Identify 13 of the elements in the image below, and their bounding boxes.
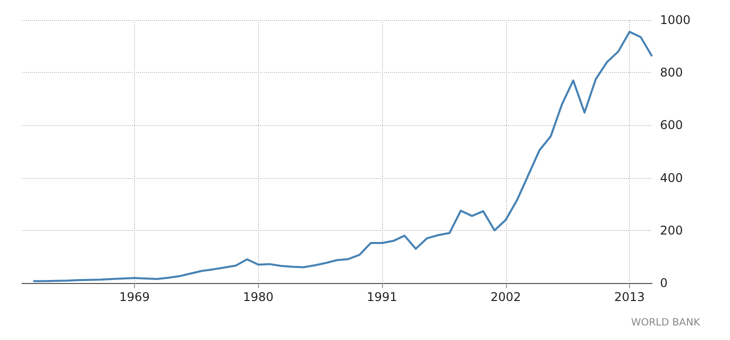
y-tick-label: 600 xyxy=(660,118,683,132)
x-tick-label: 2002 xyxy=(490,290,522,304)
line-series xyxy=(32,30,653,282)
y-tick-label: 200 xyxy=(660,223,683,238)
y-tick-label: 400 xyxy=(660,170,683,185)
x-tick-label: 1980 xyxy=(242,290,274,304)
y-tick-label: 1000 xyxy=(660,13,691,27)
y-tick-label: 0 xyxy=(660,276,668,290)
x-tick-label: 1969 xyxy=(119,290,150,304)
x-tick-label: 2013 xyxy=(614,290,645,304)
text: WORLD BANK xyxy=(631,318,700,328)
x-tick-label: 1991 xyxy=(366,290,398,304)
y-tick-label: 800 xyxy=(660,66,683,80)
